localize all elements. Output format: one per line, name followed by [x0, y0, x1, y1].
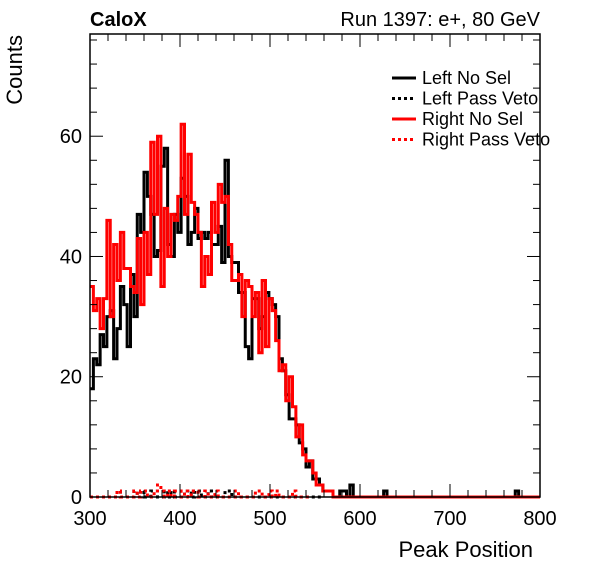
chart-subtitle: Run 1397: e+, 80 GeV [340, 9, 540, 31]
plot-frame [89, 33, 541, 498]
x-tick-label: 300 [73, 508, 106, 530]
y-tick-label: 40 [60, 246, 82, 268]
x-tick-label: 600 [343, 508, 376, 530]
x-axis-label: Peak Position [398, 537, 533, 562]
series-right-pass-veto [90, 483, 310, 499]
series-layer [90, 122, 540, 499]
legend-entry: Left No Sel [422, 68, 511, 88]
chart-title: CaloX [90, 9, 147, 31]
legend-entry: Right No Sel [422, 109, 523, 129]
y-tick-label: 0 [71, 487, 82, 509]
y-tick-label: 60 [60, 126, 82, 148]
legend-entry: Right Pass Veto [422, 130, 550, 150]
x-tick-label: 800 [523, 508, 556, 530]
x-tick-label: 400 [163, 508, 196, 530]
x-tick-label: 500 [253, 508, 286, 530]
series-right-no-sel [90, 122, 540, 499]
x-tick-label: 700 [433, 508, 466, 530]
y-tick-label: 20 [60, 367, 82, 389]
legend-entry: Left Pass Veto [422, 89, 538, 109]
y-axis-label: Counts [2, 35, 27, 105]
axes-layer: 300 400 500 600 700 800 0 20 40 60 [60, 33, 557, 530]
